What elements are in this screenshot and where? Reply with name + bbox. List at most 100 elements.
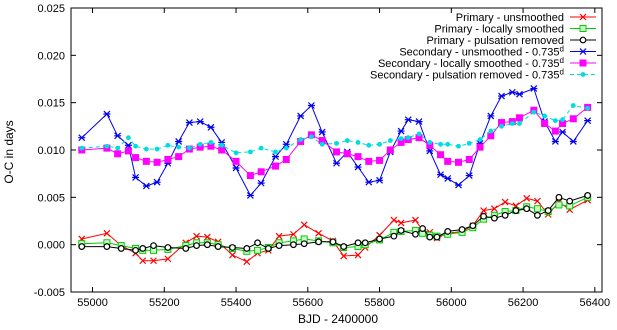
x-tick-label: 55600 xyxy=(293,297,324,309)
data-point xyxy=(531,109,537,115)
data-point xyxy=(465,155,473,163)
data-point xyxy=(412,216,419,224)
data-point xyxy=(437,171,445,179)
data-point xyxy=(258,145,264,151)
data-point xyxy=(433,233,441,241)
legend-entry: Secondary - pulsation removed - 0.735d xyxy=(370,68,596,82)
data-point xyxy=(142,157,150,165)
legend-marker xyxy=(580,72,586,77)
data-point xyxy=(551,127,559,135)
data-point xyxy=(376,156,384,164)
data-point xyxy=(444,228,452,235)
legend-entry: Primary - locally smoothed xyxy=(434,24,596,36)
data-point xyxy=(185,119,193,126)
legend-entry: Primary - unsmoothed xyxy=(456,12,596,24)
data-point xyxy=(397,127,405,135)
data-point xyxy=(139,257,147,265)
data-point xyxy=(517,121,522,126)
data-point xyxy=(114,150,122,158)
data-point xyxy=(232,157,240,165)
data-point xyxy=(419,225,427,232)
data-point xyxy=(133,143,138,149)
data-point xyxy=(300,240,308,248)
data-point xyxy=(329,238,337,246)
data-point xyxy=(290,241,297,249)
data-point xyxy=(354,163,362,171)
data-point xyxy=(542,113,547,119)
x-axis-title: BJD - 2400000 xyxy=(298,312,378,326)
data-point xyxy=(515,90,523,98)
data-point xyxy=(208,140,214,145)
series-line xyxy=(81,197,588,263)
legend-entry: Secondary - locally smoothed - 0.735d xyxy=(378,56,596,70)
y-axis-title: O-C in days xyxy=(2,120,16,183)
data-point xyxy=(333,159,340,167)
data-point xyxy=(282,155,290,163)
legend-marker xyxy=(579,59,587,67)
data-point xyxy=(333,148,340,156)
x-tick-label: 55200 xyxy=(149,297,180,309)
data-point xyxy=(397,227,405,234)
data-point xyxy=(480,212,488,220)
data-point xyxy=(398,136,404,142)
data-point xyxy=(182,245,190,252)
data-point xyxy=(257,168,265,176)
data-point xyxy=(232,164,240,172)
data-point xyxy=(264,245,272,252)
data-point xyxy=(219,142,225,148)
data-point xyxy=(458,226,466,233)
data-point xyxy=(176,144,182,150)
data-point xyxy=(533,205,541,213)
series-line xyxy=(81,87,589,197)
series-line xyxy=(81,107,588,177)
data-point xyxy=(275,242,283,250)
data-point xyxy=(272,162,280,170)
data-point xyxy=(512,207,520,214)
data-point xyxy=(150,257,157,265)
data-point xyxy=(229,244,236,251)
plot-area xyxy=(78,85,592,266)
legend-label: Secondary - unsmoothed - 0.735d xyxy=(399,45,564,59)
y-tick-label: 0.005 xyxy=(37,192,65,204)
x-tick-label: 55800 xyxy=(364,297,395,309)
data-point xyxy=(78,134,86,142)
data-point xyxy=(103,243,111,250)
y-tick-label: 0.025 xyxy=(37,3,65,15)
x-tick-label: 55400 xyxy=(221,297,252,309)
data-point xyxy=(551,138,559,145)
data-point xyxy=(499,123,504,129)
y-tick-label: 0.020 xyxy=(37,50,65,62)
data-point xyxy=(340,252,348,260)
axes: 55000 55200 55400 55600 55800 56000 56200 56400… xyxy=(34,3,610,309)
y-tick-label: 0.000 xyxy=(37,240,65,252)
data-point xyxy=(164,255,172,263)
data-point xyxy=(154,146,160,152)
data-point xyxy=(376,176,384,184)
x-tick-label: 56200 xyxy=(508,297,539,309)
y-tick-label: -0.005 xyxy=(34,287,65,299)
data-point xyxy=(175,153,183,161)
data-point xyxy=(114,132,122,140)
data-point xyxy=(366,142,372,148)
data-point xyxy=(533,197,541,205)
series-2 xyxy=(78,192,592,254)
data-point xyxy=(126,135,131,141)
data-point xyxy=(361,239,369,247)
data-point xyxy=(523,194,531,202)
data-point xyxy=(132,154,140,162)
data-point xyxy=(243,245,251,252)
data-point xyxy=(257,179,265,187)
data-point xyxy=(273,149,278,155)
y-tick-label: 0.015 xyxy=(37,98,65,110)
legend-label: Secondary - locally smoothed - 0.735d xyxy=(378,56,564,70)
data-point xyxy=(584,192,592,199)
data-point xyxy=(585,105,591,111)
data-point xyxy=(218,146,226,154)
data-point xyxy=(376,235,383,243)
data-point xyxy=(490,214,498,222)
data-point xyxy=(354,251,362,259)
data-point xyxy=(207,123,215,131)
data-point xyxy=(404,116,412,124)
data-point xyxy=(132,246,139,254)
